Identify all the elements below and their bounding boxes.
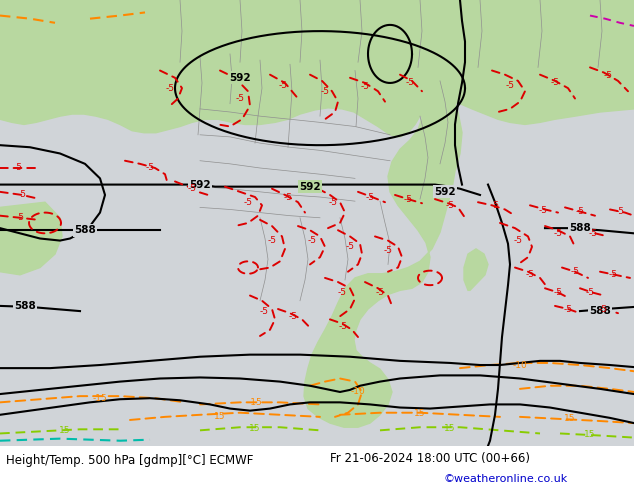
Text: 592: 592 bbox=[189, 179, 211, 190]
Text: -5: -5 bbox=[361, 81, 370, 91]
Text: -5: -5 bbox=[588, 229, 597, 238]
Text: -5: -5 bbox=[339, 322, 347, 331]
Text: 15: 15 bbox=[59, 426, 71, 435]
Polygon shape bbox=[464, 249, 488, 291]
Text: -5: -5 bbox=[564, 304, 573, 314]
Text: -5: -5 bbox=[384, 246, 392, 255]
Text: 15: 15 bbox=[564, 415, 576, 423]
Text: 588: 588 bbox=[569, 223, 591, 233]
Text: -5: -5 bbox=[491, 201, 500, 210]
Text: -5: -5 bbox=[328, 197, 337, 207]
Text: -15: -15 bbox=[93, 393, 107, 403]
Text: -5: -5 bbox=[550, 78, 559, 87]
Text: -5: -5 bbox=[604, 71, 612, 80]
Text: Height/Temp. 500 hPa [gdmp][°C] ECMWF: Height/Temp. 500 hPa [gdmp][°C] ECMWF bbox=[6, 454, 254, 467]
Text: -5: -5 bbox=[346, 242, 354, 251]
Text: ©weatheronline.co.uk: ©weatheronline.co.uk bbox=[444, 474, 568, 484]
Text: -5: -5 bbox=[278, 80, 287, 90]
Polygon shape bbox=[0, 0, 634, 137]
Text: -5: -5 bbox=[514, 236, 522, 245]
Text: -5: -5 bbox=[609, 270, 618, 279]
Polygon shape bbox=[200, 54, 462, 427]
Text: 592: 592 bbox=[299, 182, 321, 192]
Text: -5: -5 bbox=[307, 236, 316, 245]
Text: -10: -10 bbox=[351, 388, 365, 396]
Text: -5: -5 bbox=[15, 213, 25, 222]
Text: -5: -5 bbox=[18, 191, 27, 199]
Text: -5: -5 bbox=[188, 184, 197, 193]
Text: -5: -5 bbox=[403, 195, 413, 204]
Text: 592: 592 bbox=[434, 187, 456, 197]
Text: -10: -10 bbox=[513, 361, 527, 369]
Text: 15: 15 bbox=[214, 413, 226, 421]
Text: -5: -5 bbox=[538, 206, 548, 215]
Text: -5: -5 bbox=[526, 270, 534, 279]
Text: -5: -5 bbox=[288, 312, 297, 321]
Text: -5: -5 bbox=[406, 78, 415, 87]
Text: 592: 592 bbox=[229, 73, 251, 83]
Text: -5: -5 bbox=[571, 267, 579, 276]
Text: 15: 15 bbox=[249, 424, 261, 433]
Text: 15: 15 bbox=[444, 424, 456, 433]
Text: -5: -5 bbox=[321, 87, 330, 96]
Text: -5: -5 bbox=[586, 288, 595, 297]
Text: -5: -5 bbox=[505, 80, 515, 90]
Text: -5: -5 bbox=[165, 84, 174, 93]
Text: -5: -5 bbox=[553, 288, 562, 297]
Polygon shape bbox=[572, 29, 588, 42]
Text: -5: -5 bbox=[576, 207, 585, 216]
Text: -5: -5 bbox=[243, 197, 252, 207]
Text: 588: 588 bbox=[589, 306, 611, 316]
Text: -15: -15 bbox=[248, 398, 262, 407]
Text: 588: 588 bbox=[14, 301, 36, 311]
Text: -5: -5 bbox=[13, 164, 22, 172]
Text: 15: 15 bbox=[414, 409, 426, 418]
Text: -5: -5 bbox=[337, 288, 347, 297]
Text: -5: -5 bbox=[259, 307, 269, 316]
Text: -5: -5 bbox=[145, 164, 155, 172]
Polygon shape bbox=[0, 202, 62, 275]
Text: -5: -5 bbox=[235, 94, 245, 103]
Text: -5: -5 bbox=[616, 207, 624, 216]
Text: 588: 588 bbox=[74, 225, 96, 235]
Text: -5: -5 bbox=[446, 201, 455, 210]
Text: 15: 15 bbox=[585, 430, 596, 439]
Text: Fr 21-06-2024 18:00 UTC (00+66): Fr 21-06-2024 18:00 UTC (00+66) bbox=[330, 452, 529, 465]
Text: -5: -5 bbox=[598, 304, 607, 314]
Text: -5: -5 bbox=[283, 193, 292, 201]
Text: -5: -5 bbox=[375, 288, 384, 297]
Text: -5: -5 bbox=[553, 229, 562, 238]
Text: -5: -5 bbox=[365, 193, 375, 201]
Text: -5: -5 bbox=[268, 236, 276, 245]
